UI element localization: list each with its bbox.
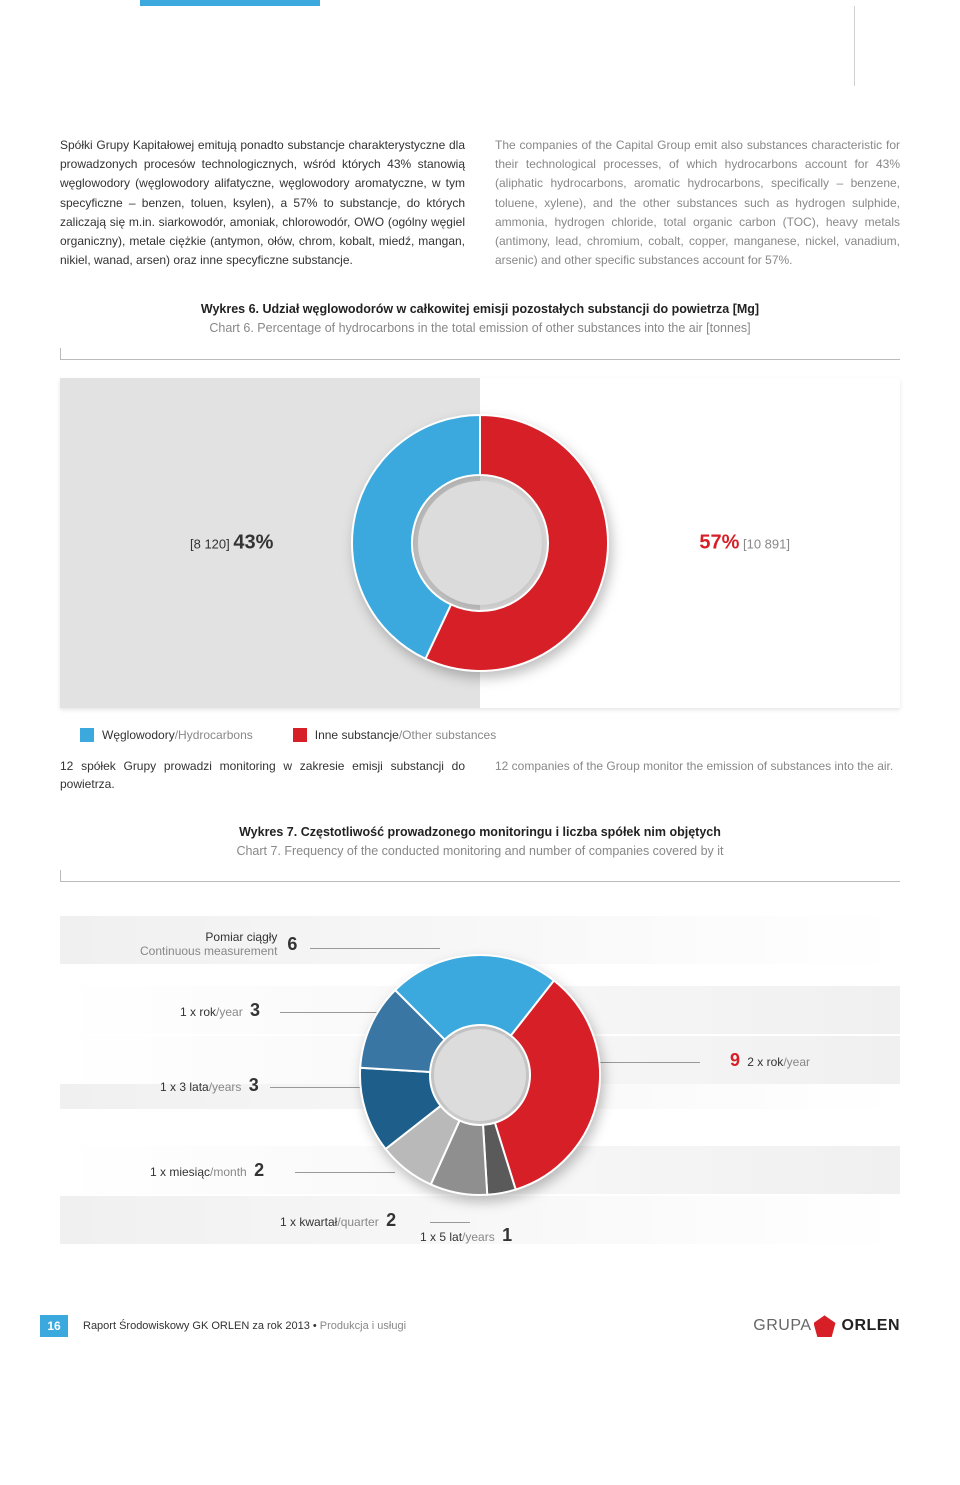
chart6-title: Wykres 6. Udział węglowodorów w całkowit… <box>60 300 900 338</box>
legend-swatch-red <box>293 728 307 742</box>
legend-red-en: /Other substances <box>399 728 496 742</box>
chart6-title-en: Chart 6. Percentage of hydrocarbons in t… <box>60 319 900 338</box>
chart7-title-pl: Wykres 7. Częstotliwość prowadzonego mon… <box>60 823 900 842</box>
legend-red-pl: Inne substancje <box>315 728 399 742</box>
footer-text: Raport Środowiskowy GK ORLEN za rok 2013… <box>83 1320 406 1332</box>
monitoring-note: 12 spółek Grupy prowadzi monitoring w za… <box>60 757 900 793</box>
chart7-label-2: 1 x 3 lata/years 3 <box>160 1075 263 1096</box>
chart6-frame-mark <box>60 348 900 360</box>
monitoring-pl: 12 spółek Grupy prowadzi monitoring w za… <box>60 757 465 793</box>
orlen-logo: GRUPA ORLEN <box>753 1315 900 1337</box>
chart6-legend-item-blue: Węglowodory/Hydrocarbons <box>80 728 253 742</box>
page-number: 16 <box>40 1315 68 1337</box>
chart6-legend-item-red: Inne substancje/Other substances <box>293 728 496 742</box>
chart7-label-0: Pomiar ciągłyContinuous measurement 6 <box>140 930 301 958</box>
chart6-label-blue: [8 120] 43% <box>190 531 273 554</box>
chart6-svg <box>340 403 620 683</box>
header-frame <box>140 6 855 86</box>
chart6-label-red: 57% [10 891] <box>699 531 790 554</box>
eagle-icon <box>814 1315 836 1337</box>
legend-blue-pl: Węglowodory <box>102 728 175 742</box>
chart6-blue-value: [8 120] <box>190 536 230 551</box>
chart7-title-en: Chart 7. Frequency of the conducted moni… <box>60 842 900 861</box>
chart7-label-5: 1 x 5 lat/years 1 <box>420 1225 516 1246</box>
chart6-donut: [8 120] 43% 57% [10 891] <box>60 378 900 708</box>
chart7-label-3: 1 x miesiąc/month 2 <box>150 1160 268 1181</box>
intro-text-en: The companies of the Capital Group emit … <box>495 136 900 270</box>
footer-report-title: Raport Środowiskowy GK ORLEN za rok 2013 <box>83 1320 310 1332</box>
chart7-frame-mark <box>60 870 900 882</box>
intro-text-pl: Spółki Grupy Kapitałowej emitują ponadto… <box>60 136 465 270</box>
footer-left: 16 Raport Środowiskowy GK ORLEN za rok 2… <box>40 1315 406 1337</box>
chart6-legend: Węglowodory/Hydrocarbons Inne substancje… <box>80 728 880 742</box>
intro-text-block: Spółki Grupy Kapitałowej emitują ponadto… <box>60 136 900 270</box>
chart7-title: Wykres 7. Częstotliwość prowadzonego mon… <box>60 823 900 861</box>
logo-orlen: ORLEN <box>842 1317 901 1335</box>
page-footer: 16 Raport Środowiskowy GK ORLEN za rok 2… <box>0 1300 960 1357</box>
chart7-label-1: 1 x rok/year 3 <box>180 1000 264 1021</box>
chart7-label-6: 9 2 x rok/year <box>726 1050 810 1071</box>
chart7-svg <box>350 945 610 1205</box>
chart6-red-value: [10 891] <box>743 536 790 551</box>
chart6-red-pct: 57% <box>699 531 739 553</box>
legend-swatch-blue <box>80 728 94 742</box>
chart7-label-4: 1 x kwartał/quarter 2 <box>280 1210 400 1231</box>
page-content: Spółki Grupy Kapitałowej emitują ponadto… <box>0 136 960 1300</box>
monitoring-en: 12 companies of the Group monitor the em… <box>495 757 900 793</box>
chart6-title-pl: Wykres 6. Udział węglowodorów w całkowit… <box>60 300 900 319</box>
legend-blue-en: /Hydrocarbons <box>175 728 253 742</box>
footer-section: Produkcja i usługi <box>320 1320 406 1332</box>
logo-grupa: GRUPA <box>753 1317 811 1335</box>
chart7-donut: Pomiar ciągłyContinuous measurement 6 1 x… <box>60 900 900 1250</box>
chart6-blue-pct: 43% <box>233 531 273 553</box>
